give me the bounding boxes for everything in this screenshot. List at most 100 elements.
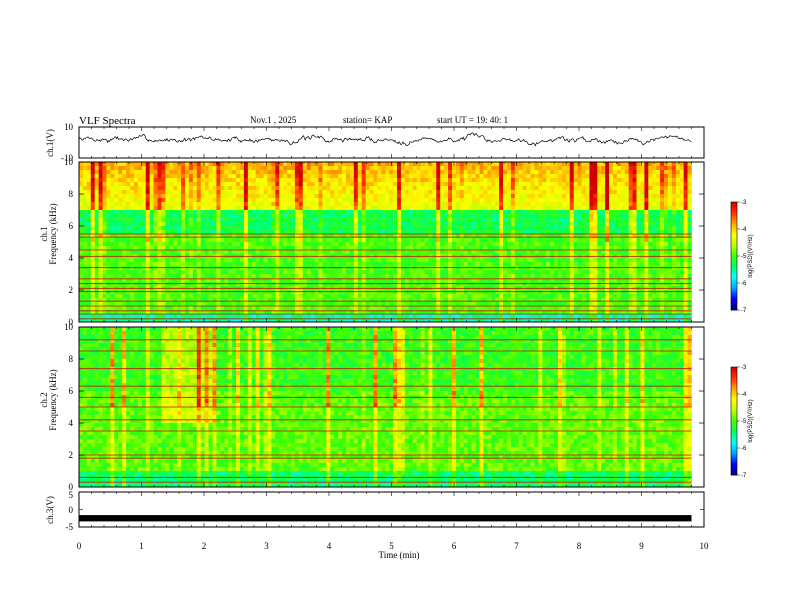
spectrogram-cell bbox=[326, 174, 331, 179]
spectrogram-cell bbox=[192, 226, 198, 231]
spectrogram-cell bbox=[687, 174, 692, 179]
spectrogram-cell bbox=[554, 222, 559, 227]
spectrogram-cell bbox=[251, 210, 256, 215]
spectrogram-cell bbox=[389, 246, 394, 251]
spectrogram-cell bbox=[294, 234, 300, 239]
spectrogram-cell bbox=[318, 218, 323, 223]
spectrogram-cell bbox=[243, 262, 249, 267]
spectrogram-cell bbox=[149, 170, 154, 175]
spectrogram-cell bbox=[247, 170, 253, 175]
spectrogram-cell bbox=[204, 274, 209, 279]
spectrogram-cell bbox=[185, 170, 190, 175]
spectrogram-cell bbox=[236, 198, 241, 203]
spectrogram-cell bbox=[153, 166, 158, 171]
spectrogram-cell bbox=[255, 210, 260, 215]
spectrogram-cell bbox=[569, 246, 575, 251]
spectrogram-cell bbox=[667, 194, 673, 199]
spectrogram-cell bbox=[612, 182, 618, 187]
spectrogram-cell bbox=[467, 262, 472, 267]
spectrogram-cell bbox=[612, 210, 618, 215]
spectrogram-cell bbox=[440, 258, 445, 263]
spectrogram-cell bbox=[373, 190, 378, 195]
spectrogram-cell bbox=[408, 246, 414, 251]
spectrogram-cell bbox=[271, 210, 276, 215]
spectrogram-cell bbox=[247, 238, 253, 243]
spectrogram-cell bbox=[636, 170, 641, 175]
spectrogram-cell bbox=[412, 166, 417, 171]
spectrogram-cell bbox=[345, 258, 351, 263]
spectrogram-cell bbox=[365, 222, 370, 227]
spectrogram-cell bbox=[597, 198, 602, 203]
spectrogram-cell bbox=[110, 258, 115, 263]
spectrogram-cell bbox=[569, 190, 575, 195]
spectrogram-cell bbox=[656, 222, 661, 227]
spectrogram-cell bbox=[506, 258, 512, 263]
spectrogram-cell bbox=[408, 214, 414, 219]
spectrogram-cell bbox=[322, 218, 327, 223]
spectrogram-cell bbox=[636, 262, 641, 267]
spectrogram-cell bbox=[169, 222, 174, 227]
spectrogram-cell bbox=[404, 182, 410, 187]
spectrogram-cell bbox=[620, 278, 626, 283]
spectrogram-cell bbox=[208, 234, 213, 239]
spectrogram-cell bbox=[357, 242, 362, 247]
spectrogram-cell bbox=[640, 186, 645, 191]
spectrogram-cell bbox=[212, 234, 217, 239]
spectrogram-cell bbox=[322, 202, 327, 207]
spectrogram-cell bbox=[369, 214, 374, 219]
spectrogram-cell bbox=[165, 238, 170, 243]
spectrogram-cell bbox=[243, 178, 249, 183]
spectrogram-cell bbox=[389, 202, 394, 207]
spectrogram-cell bbox=[79, 190, 84, 195]
spectrogram-cell bbox=[79, 162, 84, 167]
spectrogram-cell bbox=[102, 258, 107, 263]
spectrogram-cell bbox=[145, 186, 150, 191]
spectrogram-cell bbox=[644, 166, 649, 171]
ch1-waveform-frame bbox=[78, 126, 705, 159]
spectrogram-cell bbox=[436, 162, 441, 167]
spectrogram-cell bbox=[412, 246, 417, 251]
spectrogram-cell bbox=[169, 190, 174, 195]
spectrogram-cell bbox=[444, 222, 449, 227]
spectrogram-cell bbox=[389, 210, 394, 215]
spectrogram-cell bbox=[345, 270, 351, 275]
spectrogram-cell bbox=[667, 198, 673, 203]
spectrogram-cell bbox=[255, 258, 260, 263]
spectrogram-cell bbox=[232, 166, 237, 171]
spectrogram-cell bbox=[353, 230, 359, 235]
spectrogram-cell bbox=[353, 166, 359, 171]
spectrogram-cell bbox=[259, 206, 264, 211]
spectrogram-cell bbox=[188, 202, 194, 207]
spectrogram-cell bbox=[271, 218, 276, 223]
spectrogram-cell bbox=[448, 178, 453, 183]
spectrogram-cell bbox=[569, 262, 575, 267]
spectrogram-cell bbox=[330, 198, 335, 203]
spectrogram-cell bbox=[667, 210, 673, 215]
spectrogram-cell bbox=[542, 230, 547, 235]
spectrogram-cell bbox=[330, 218, 335, 223]
spectrogram-cell bbox=[287, 178, 292, 183]
spectrogram-cell bbox=[228, 234, 233, 239]
spectrogram-cell bbox=[302, 222, 308, 227]
spectrogram-cell bbox=[157, 182, 162, 187]
spectrogram-cell bbox=[177, 214, 182, 219]
spectrogram-cell bbox=[236, 226, 241, 231]
spectrogram-cell bbox=[298, 222, 304, 227]
spectrogram-cell bbox=[173, 182, 178, 187]
spectrogram-cell bbox=[247, 214, 253, 219]
spectrogram-cell bbox=[239, 242, 245, 247]
spectrogram-cell bbox=[287, 190, 292, 195]
spectrogram-cell bbox=[475, 206, 480, 211]
spectrogram-cell bbox=[534, 262, 539, 267]
spectrogram-cell bbox=[577, 198, 582, 203]
spectrogram-cell bbox=[389, 166, 394, 171]
spectrogram-cell bbox=[157, 198, 162, 203]
spectrogram-cell bbox=[192, 250, 198, 255]
spectrogram-cell bbox=[291, 238, 296, 243]
spectrogram-cell bbox=[612, 258, 618, 263]
spectrogram-cell bbox=[640, 198, 645, 203]
spectrogram-cell bbox=[679, 222, 684, 227]
spectrogram-cell bbox=[306, 170, 311, 175]
spectrogram-cell bbox=[365, 170, 370, 175]
spectrogram-cell bbox=[565, 246, 571, 251]
